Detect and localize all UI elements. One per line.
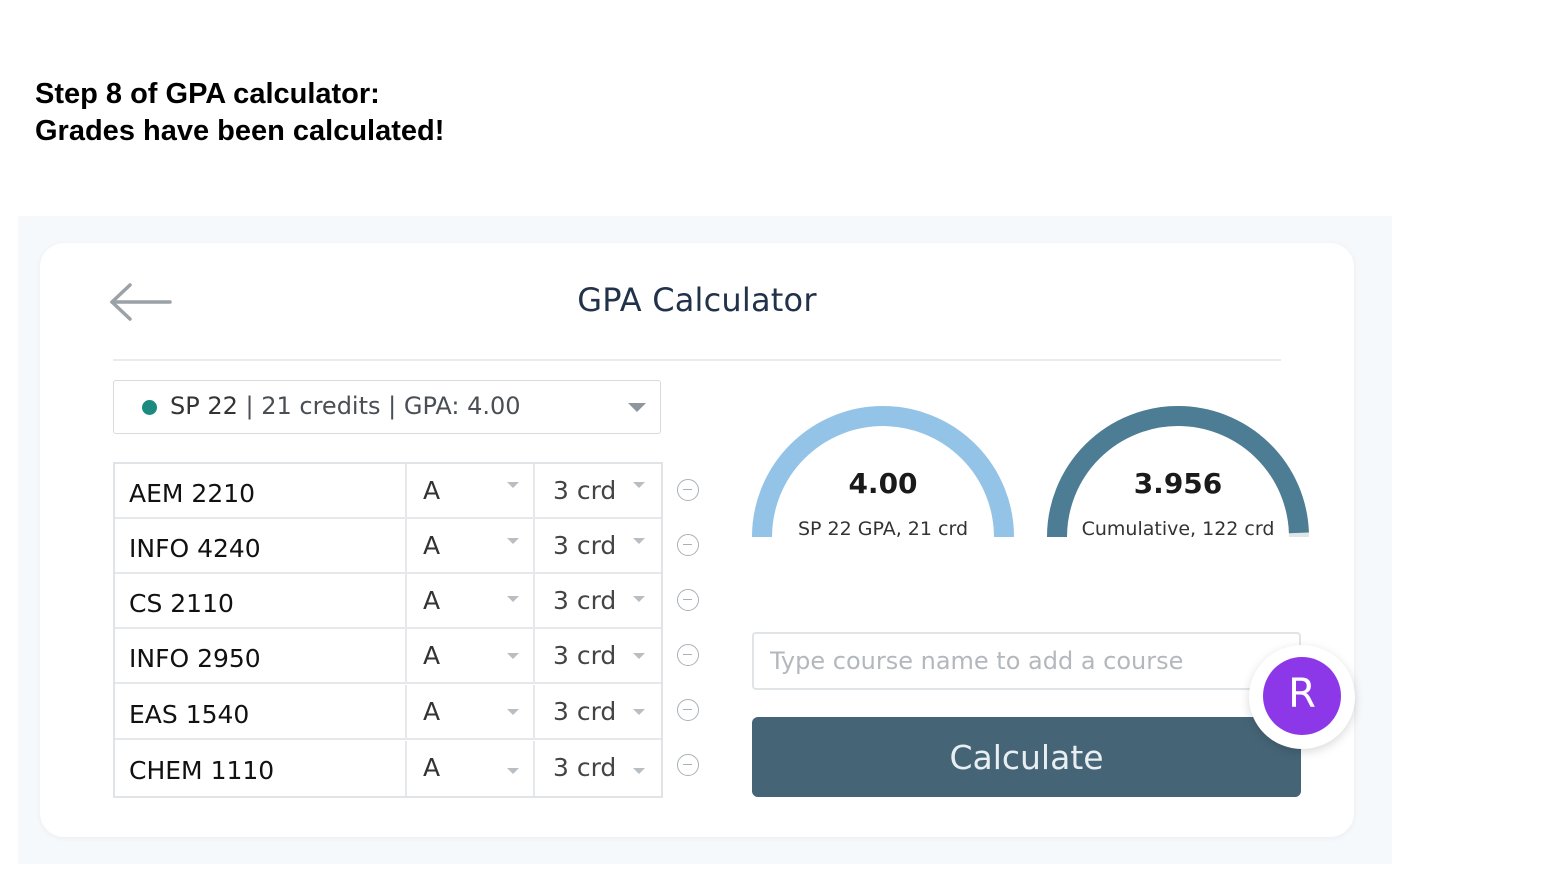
chevron-down-icon (633, 538, 645, 544)
term-name: SP 22 (170, 392, 238, 420)
avatar-container: R (1249, 645, 1355, 749)
caption-line-1: Step 8 of GPA calculator: (35, 78, 380, 110)
caption-line-2: Grades have been calculated! (35, 115, 445, 147)
course-row: INFO 2950 A 3 crd (115, 629, 661, 684)
course-name-cell: AEM 2210 (115, 464, 407, 517)
grade-value: A (423, 697, 441, 726)
credit-value: 3 crd (553, 531, 617, 560)
course-name: CS 2110 (129, 589, 234, 618)
grade-select[interactable]: A (407, 464, 535, 517)
back-button[interactable] (108, 280, 174, 324)
course-name-cell: INFO 4240 (115, 519, 407, 572)
course-name-cell: CS 2110 (115, 574, 407, 627)
grade-value: A (423, 753, 441, 782)
credit-value: 3 crd (553, 476, 617, 505)
credit-value: 3 crd (553, 586, 617, 615)
remove-course-button[interactable] (677, 754, 699, 776)
term-details: | 21 credits | GPA: 4.00 (237, 392, 521, 420)
credit-select[interactable]: 3 crd (535, 741, 661, 796)
remove-course-button[interactable] (677, 479, 699, 501)
term-summary: SP 22 | 21 credits | GPA: 4.00 (170, 392, 521, 420)
course-name-cell: CHEM 1110 (115, 741, 407, 796)
term-status-dot (142, 400, 157, 415)
course-row: EAS 1540 A 3 crd (115, 685, 661, 740)
grade-select[interactable]: A (407, 685, 535, 738)
credit-value: 3 crd (553, 641, 617, 670)
cumulative-gpa-gauge: 3.956 Cumulative, 122 crd (1046, 405, 1310, 545)
course-name: AEM 2210 (129, 479, 256, 508)
term-dropdown[interactable]: SP 22 | 21 credits | GPA: 4.00 (113, 380, 661, 434)
chevron-down-icon (633, 709, 645, 715)
term-gpa-label: SP 22 GPA, 21 crd (797, 518, 969, 540)
course-name: INFO 4240 (129, 534, 261, 563)
cumulative-gpa-arc (1047, 406, 1309, 538)
add-course-input[interactable] (752, 632, 1301, 690)
chevron-down-icon (507, 709, 519, 715)
chevron-down-icon (507, 538, 519, 544)
credit-select[interactable]: 3 crd (535, 685, 661, 738)
course-name: INFO 2950 (129, 644, 261, 673)
avatar[interactable]: R (1263, 657, 1341, 735)
arrow-left-icon (110, 283, 172, 321)
credit-select[interactable]: 3 crd (535, 629, 661, 682)
remove-course-button[interactable] (677, 589, 699, 611)
remove-course-button[interactable] (677, 644, 699, 666)
grade-value: A (423, 476, 441, 505)
grade-select[interactable]: A (407, 574, 535, 627)
calculate-button[interactable]: Calculate (752, 717, 1301, 797)
course-row: CS 2110 A 3 crd (115, 574, 661, 629)
cumulative-gpa-value: 3.956 (1133, 467, 1223, 500)
avatar-initial: R (1288, 671, 1316, 717)
credit-select[interactable]: 3 crd (535, 464, 661, 517)
chevron-down-icon (507, 653, 519, 659)
header-divider (113, 359, 1281, 361)
page-title: GPA Calculator (577, 281, 817, 319)
course-row: AEM 2210 A 3 crd (115, 464, 661, 519)
chevron-down-icon (633, 768, 645, 774)
chevron-down-icon (633, 653, 645, 659)
credit-value: 3 crd (553, 753, 617, 782)
term-gpa-arc (752, 406, 1014, 538)
chevron-down-icon (628, 403, 646, 412)
course-table: AEM 2210 A 3 crd INFO 4240 A 3 crd CS 21… (113, 462, 663, 798)
chevron-down-icon (507, 482, 519, 488)
cumulative-gpa-label: Cumulative, 122 crd (1081, 518, 1275, 540)
credit-select[interactable]: 3 crd (535, 519, 661, 572)
remove-course-button[interactable] (677, 699, 699, 721)
credit-select[interactable]: 3 crd (535, 574, 661, 627)
course-row: CHEM 1110 A 3 crd (115, 741, 661, 796)
grade-select[interactable]: A (407, 519, 535, 572)
chevron-down-icon (633, 596, 645, 602)
grade-select[interactable]: A (407, 629, 535, 682)
term-gpa-gauge: 4.00 SP 22 GPA, 21 crd (751, 405, 1015, 545)
term-gpa-value: 4.00 (848, 467, 918, 500)
chevron-down-icon (507, 768, 519, 774)
chevron-down-icon (633, 482, 645, 488)
grade-value: A (423, 586, 441, 615)
course-row: INFO 4240 A 3 crd (115, 519, 661, 574)
remove-course-button[interactable] (677, 534, 699, 556)
course-name-cell: EAS 1540 (115, 685, 407, 738)
credit-value: 3 crd (553, 697, 617, 726)
grade-select[interactable]: A (407, 741, 535, 796)
grade-value: A (423, 641, 441, 670)
course-name: EAS 1540 (129, 700, 250, 729)
course-name-cell: INFO 2950 (115, 629, 407, 682)
step-caption: Step 8 of GPA calculator: Grades have be… (35, 76, 444, 150)
grade-value: A (423, 531, 441, 560)
course-name: CHEM 1110 (129, 756, 275, 785)
chevron-down-icon (507, 596, 519, 602)
